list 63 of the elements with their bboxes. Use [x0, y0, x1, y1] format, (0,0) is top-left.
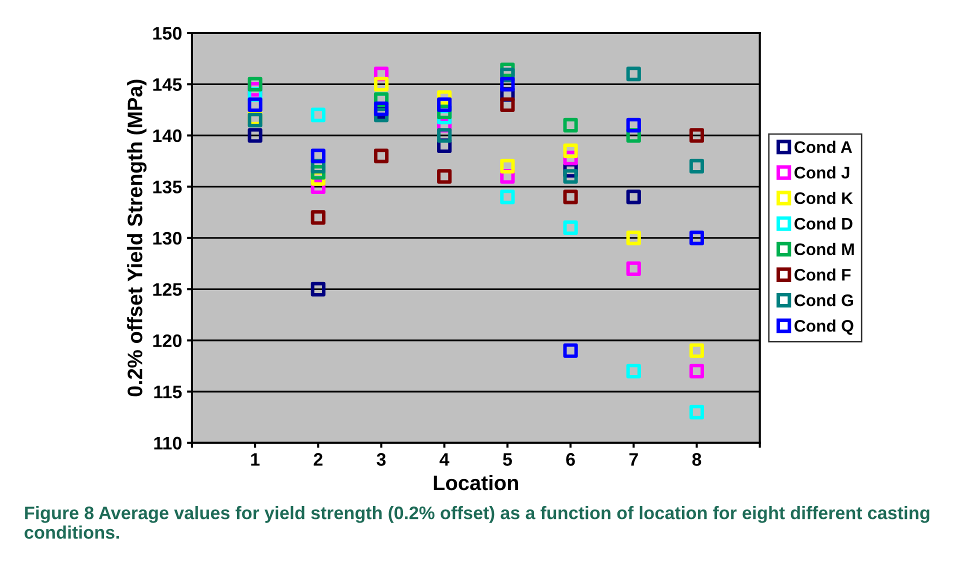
legend-label: Cond G [794, 294, 853, 306]
point [374, 76, 389, 92]
y-tick-label: 150 [153, 26, 182, 40]
point [310, 282, 326, 296]
legend-label: Cond K [794, 192, 853, 204]
y-axis-title: 0.2% offset Yield Strength (MPa) [127, 80, 147, 396]
point [437, 128, 452, 143]
point [248, 128, 262, 143]
point [563, 118, 578, 132]
point [626, 230, 641, 246]
point [374, 102, 389, 116]
point [500, 158, 515, 174]
y-tick-label: 140 [153, 129, 182, 142]
x-tick-label: 6 [566, 453, 575, 466]
legend-label: Cond D [794, 217, 852, 230]
x-tick-label: 1 [251, 453, 260, 466]
point [689, 230, 704, 246]
point [437, 97, 452, 112]
legend-label: Cond A [794, 140, 852, 154]
point [563, 190, 578, 204]
point [563, 169, 578, 184]
y-tick-label: 115 [154, 386, 182, 398]
point [626, 66, 641, 82]
legend-label: Cond J [794, 166, 850, 179]
point [689, 364, 704, 378]
y-tick-label: 120 [153, 334, 182, 348]
point [248, 97, 262, 112]
point [500, 190, 515, 204]
x-tick-label: 5 [502, 453, 512, 466]
legend-label: Cond F [794, 268, 851, 281]
point [248, 76, 262, 92]
point [626, 118, 641, 132]
point [500, 76, 515, 92]
point [626, 261, 641, 276]
x-tick-label: 7 [629, 453, 638, 466]
y-tick-label: 135 [153, 180, 182, 194]
point [563, 144, 578, 158]
x-tick-label: 8 [692, 453, 702, 466]
point [437, 169, 452, 184]
legend-label: Cond Q [794, 320, 854, 335]
point [626, 190, 641, 204]
y-tick-label: 145 [153, 78, 182, 91]
point [374, 148, 389, 164]
legend-label: Cond M [794, 242, 854, 256]
point [310, 108, 326, 122]
point [500, 97, 515, 112]
point [563, 343, 578, 358]
point [310, 148, 326, 164]
point [310, 210, 326, 225]
point [689, 128, 704, 143]
point [563, 220, 578, 235]
y-tick-label: 110 [154, 436, 182, 450]
x-tick-label: 4 [440, 453, 450, 466]
point [689, 404, 704, 420]
point [689, 343, 704, 358]
x-tick-label: 3 [376, 453, 386, 466]
y-tick-label: 130 [153, 232, 182, 245]
point [626, 364, 641, 378]
y-tick-label: 125 [153, 283, 182, 296]
x-tick-label: 2 [314, 453, 322, 466]
point [689, 158, 704, 174]
caption: Figure 8 Average values for yield strength (0.2% offset) as a function of location for eight different casting conditions. [24, 506, 930, 539]
x-axis-title: Location [434, 474, 518, 490]
